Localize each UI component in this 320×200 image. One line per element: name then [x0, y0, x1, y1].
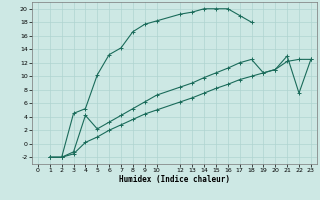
X-axis label: Humidex (Indice chaleur): Humidex (Indice chaleur)	[119, 175, 230, 184]
